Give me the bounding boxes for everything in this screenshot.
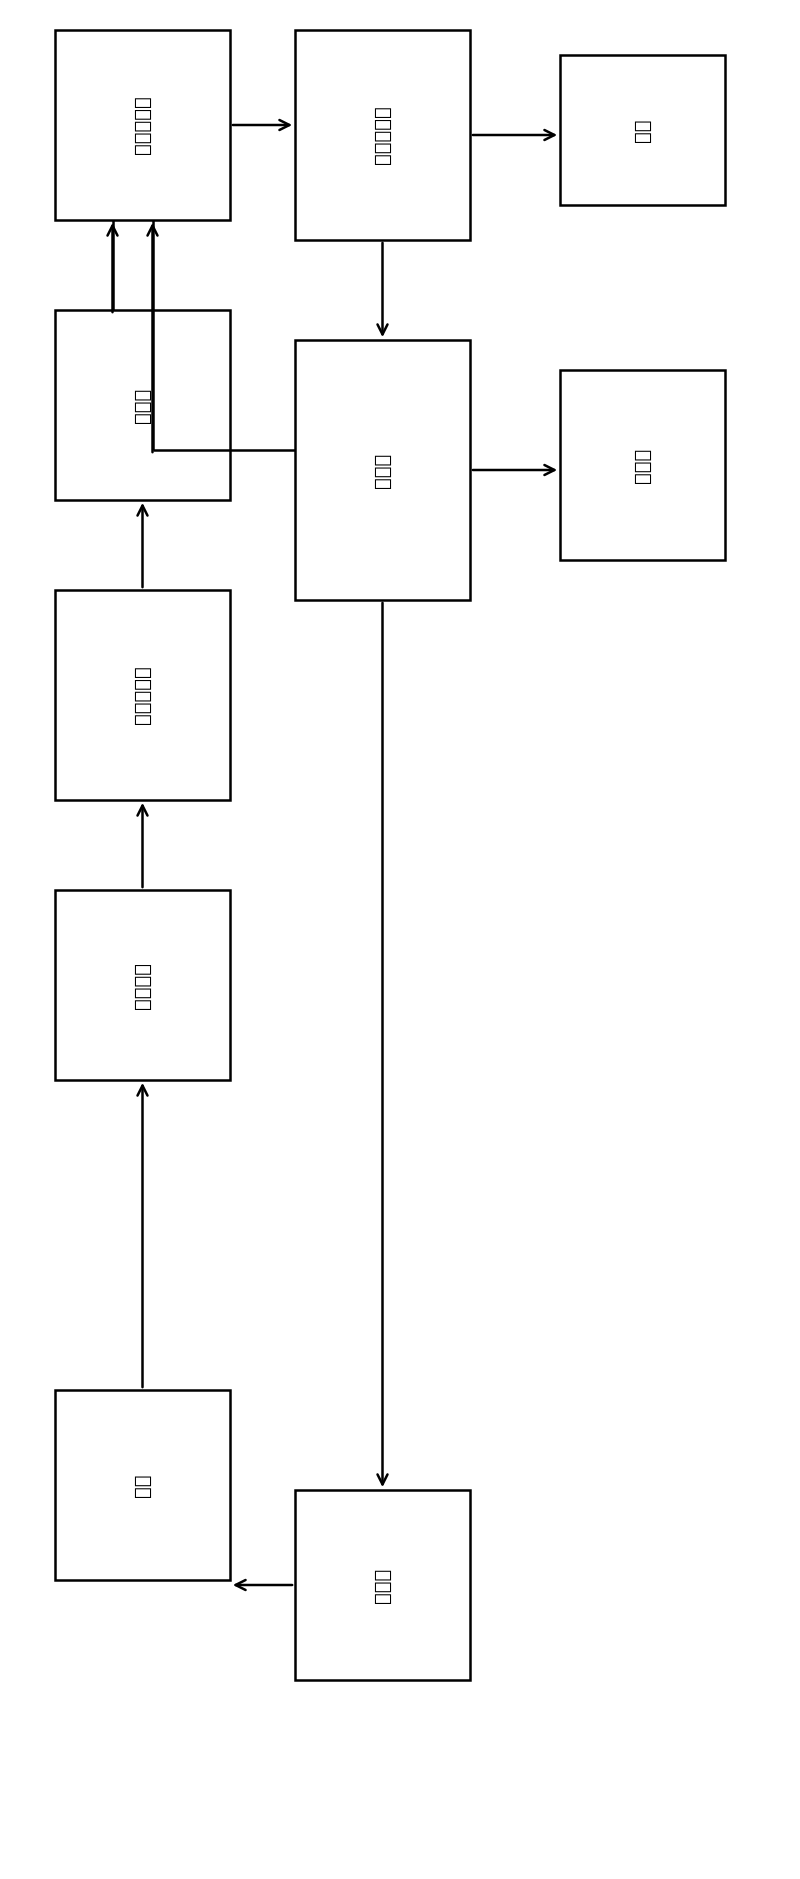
Bar [560,370,725,560]
Text: 振荡器: 振荡器 [373,1567,392,1603]
Bar [55,1390,230,1580]
Text: 线圈: 线圈 [133,1473,152,1498]
Bar [55,590,230,800]
Text: 采样保持器: 采样保持器 [133,665,152,725]
Text: 检测电桥: 检测电桥 [133,962,152,1009]
Bar [560,54,725,205]
Bar [295,30,470,241]
Text: 模数转换器: 模数转换器 [373,105,392,163]
Text: 单片机: 单片机 [373,453,392,489]
Text: 直流放大器: 直流放大器 [133,96,152,154]
Text: 比较器: 比较器 [133,387,152,423]
Bar [295,340,470,599]
Text: 电机: 电机 [633,118,652,141]
Bar [55,310,230,500]
Text: 显示器: 显示器 [633,447,652,483]
Bar [55,891,230,1080]
Bar [55,30,230,220]
Bar [295,1490,470,1680]
